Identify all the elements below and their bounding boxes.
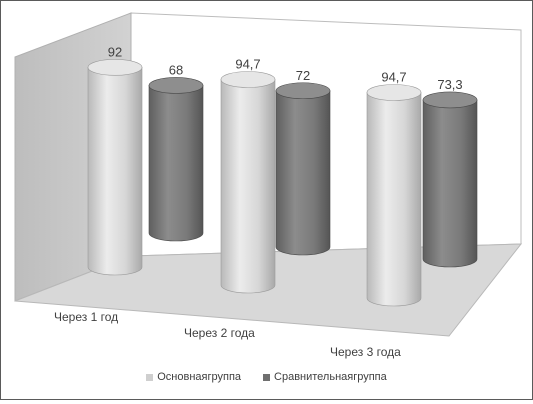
legend: Основнаягруппа Сравнительнаягруппа [1, 371, 532, 383]
bar-main-2: 94,7 [220, 57, 276, 294]
cylinder-body [275, 90, 331, 256]
bar-comparison-3: 73,3 [422, 77, 478, 268]
legend-label-main: Основнаягруппа [157, 371, 242, 383]
cylinder-body [366, 92, 422, 307]
category-label-2: Через 2 года [184, 326, 255, 340]
data-label-comparison-2: 72 [296, 68, 310, 83]
cylinder-top [87, 59, 143, 76]
bar-main-3: 94,7 [366, 70, 422, 307]
cylinder-top [275, 82, 331, 100]
legend-swatch-main [146, 373, 154, 381]
legend-item-comparison: Сравнительнаягруппа [263, 371, 387, 383]
bars-layer: 68 72 73,3 92 94,7 94,7 [87, 44, 478, 307]
bar-main-1: 92 [87, 44, 143, 276]
cylinder-top [366, 84, 422, 101]
cylinder-top [220, 71, 276, 88]
data-label-main-1: 92 [108, 44, 122, 59]
bar-comparison-1: 68 [148, 62, 204, 242]
legend-label-comparison: Сравнительнаягруппа [274, 371, 387, 383]
cylinder-body [148, 85, 204, 242]
bar-comparison-2: 72 [275, 68, 331, 256]
cylinder-body [87, 67, 143, 276]
data-label-main-2: 94,7 [235, 57, 260, 72]
cylinder-body [220, 79, 276, 294]
legend-swatch-comparison [263, 373, 271, 381]
cylinder-top [148, 77, 204, 94]
cylinder-top [422, 91, 478, 109]
data-label-main-3: 94,7 [381, 70, 406, 85]
data-label-comparison-3: 73,3 [437, 77, 462, 92]
category-label-3: Через 3 года [330, 345, 401, 359]
legend-item-main: Основнаягруппа [146, 371, 241, 383]
cylinder-body [422, 99, 478, 268]
data-label-comparison-1: 68 [169, 62, 183, 77]
category-label-1: Через 1 год [54, 310, 118, 324]
